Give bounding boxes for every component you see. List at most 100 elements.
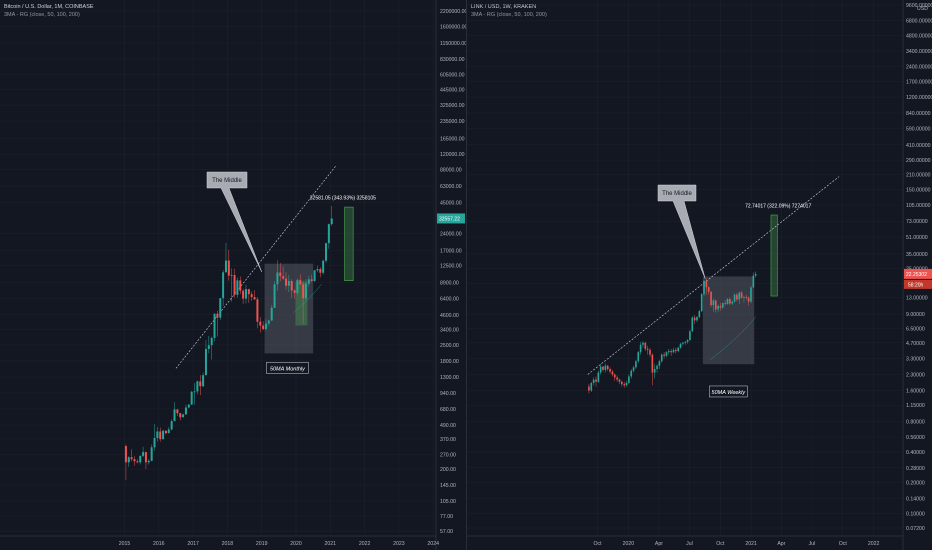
btc-candle-body [247,289,250,295]
btc-x-tick-label: 2020 [290,541,302,547]
link-candle-body [621,381,623,385]
link-y-tick-label: 1.60000 [906,389,925,395]
btc-candle-body [330,218,333,225]
btc-y-tick-label: 325000.00 [440,103,465,109]
btc-candle-body [284,278,287,286]
link-y-tick-label: 590.00000 [906,127,931,133]
btc-y-tick-label: 370.00 [440,437,456,443]
link-candle-body [604,365,607,370]
btc-y-tick-label: 6400.00 [440,297,459,303]
btc-candle-body [150,447,153,461]
link-candle-body [726,299,729,304]
link-countdown-tag [904,279,932,289]
link-y-tick-label: 4.70000 [906,341,925,347]
btc-legend-indicator: 3MA - RG (close, 50, 100, 200) [4,12,80,18]
link-candle-body [653,369,656,373]
btc-candle-body [273,284,276,308]
btc-ma-curve [292,283,322,313]
btc-candle-body [213,313,216,338]
btc-trendline [175,165,337,369]
link-candle-body [609,369,611,372]
btc-candle-body [224,260,227,273]
link-measure-label: 72.74017 (322.09%) 7274017 [745,204,811,210]
link-x-tick-label: Oct [593,541,602,547]
link-y-tick-label: 3.30000 [906,356,925,362]
link-candle-body [743,297,745,298]
btc-x-tick-label: 2018 [222,541,234,547]
link-range-label: 50MA Weekly [712,390,747,396]
link-y-tick-label: 4800.00000 [906,34,932,40]
link-x-tick-label: 2022 [868,541,880,547]
btc-y-tick-label: 17000.00 [440,248,462,254]
link-candle-body [590,382,593,391]
btc-candle-body [196,381,199,392]
btc-candle-body [127,457,130,463]
link-candle-body [616,377,618,380]
link-candle-body [754,273,757,276]
link-candle-body [729,299,731,304]
link-candle-body [656,365,658,370]
link-candle-body [740,292,743,298]
link-candle-body [588,386,590,391]
link-candle-body [618,379,621,382]
btc-chart-svg[interactable]: 2200000.00 1600000.00 1150000.00 830000.00 6… [0,0,466,550]
link-callout-text: The Middle [662,191,692,197]
btc-candle-body [222,272,225,299]
link-candle-body [750,287,752,302]
btc-candle-body [322,260,325,273]
link-y-tick-label: 0.28000 [906,466,925,472]
btc-y-tick-label: 1800.00 [440,359,459,365]
btc-candle-body [144,452,147,463]
btc-chart-pane[interactable]: Bitcoin / U.S. Dollar, 1M, COINBASE 3MA … [0,0,466,550]
btc-x-tick-label: 2016 [153,541,165,547]
btc-candle-body [184,407,187,415]
link-legend-title: LINK / USD, 1W, KRAKEN [471,4,537,10]
btc-candle-body [264,323,267,329]
btc-candle-body [187,404,190,408]
btc-candle-body [302,284,305,299]
btc-candle-body [327,224,330,244]
link-candle-body [677,347,680,352]
btc-y-tick-label: 490.00 [440,423,456,429]
link-measure-box [770,214,778,297]
btc-candle-body [162,430,165,440]
link-candle-body [639,344,642,353]
btc-callout-bubble [206,171,262,272]
link-candle-body [693,317,696,321]
btc-candle-body [179,413,182,418]
link-candle-body [658,361,661,366]
link-y-tick-label: 2400.00000 [906,64,932,70]
btc-x-tick-label: 2019 [256,541,268,547]
link-candle-body [625,382,628,386]
btc-candle-body [190,391,193,405]
link-y-tick-label: 105.00000 [906,203,931,209]
link-y-tick-label: 1.15000 [906,403,925,409]
link-candle-body [670,351,672,353]
btc-candle-body [262,325,265,329]
btc-y-tick-label: 77.00 [440,514,453,520]
btc-candle-body [256,299,259,322]
link-candle-body [698,311,701,318]
link-y-tick-label: 73.00000 [906,219,928,225]
btc-candle-body [182,414,185,418]
link-candle-body [752,275,755,288]
link-candle-body [710,291,712,306]
btc-candle-body [325,243,328,261]
btc-candle-body [130,457,133,460]
btc-candle-body [319,269,322,273]
link-x-tick-label: Jul [809,541,816,547]
link-candle-body [712,300,715,306]
btc-candle-body [202,375,205,387]
link-x-tick-label: Jul [686,541,693,547]
btc-y-tick-label: 45000.00 [440,201,462,207]
link-candle-body [721,303,724,308]
link-range-label-box [709,385,748,398]
link-candle-body [705,281,708,288]
link-candle-body [595,379,597,382]
btc-y-tick-label: 235000.00 [440,119,465,125]
btc-candle-body [204,348,207,376]
btc-candle-body [244,289,247,299]
link-chart-pane[interactable]: LINK / USD, 1W, KRAKEN 3MA - RG (close, … [466,0,932,550]
link-y-tick-label: 3400.00000 [906,49,932,55]
